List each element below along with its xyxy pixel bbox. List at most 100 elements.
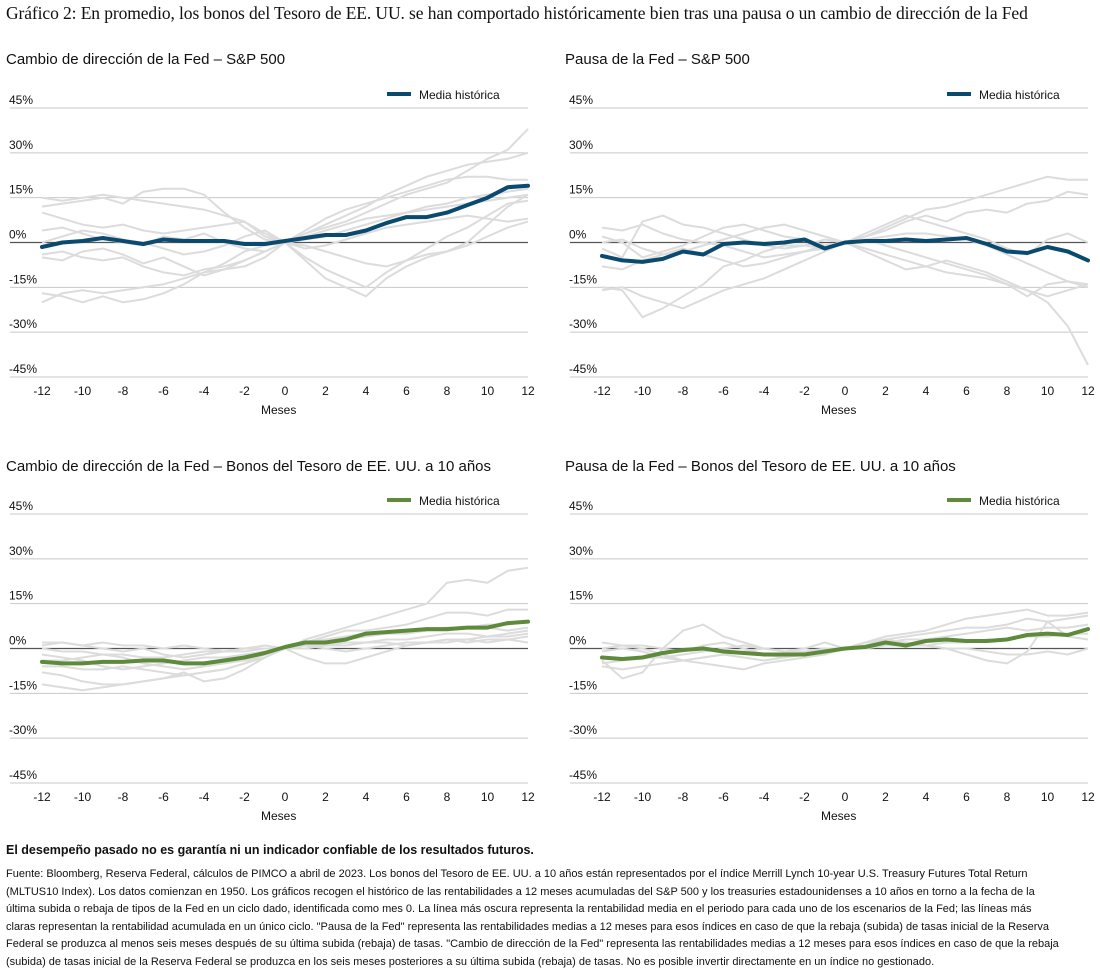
y-tick-label: -15%: [9, 678, 37, 692]
x-tick-label: 0: [842, 384, 849, 398]
x-tick-label: 6: [403, 790, 410, 804]
y-tick-label: 0%: [569, 228, 587, 242]
x-tick-label: -12: [593, 384, 611, 398]
note-line: última subida o rebaja de tipos de la Fe…: [6, 903, 1032, 916]
x-tick-label: -12: [33, 790, 51, 804]
x-tick-label: -12: [593, 790, 611, 804]
y-tick-label: -45%: [569, 768, 597, 782]
y-tick-label: -30%: [569, 723, 597, 737]
note-line: claras representan la rentabilidad acumu…: [6, 920, 1050, 933]
x-tick-label: 10: [481, 384, 495, 398]
panel-title-pause-sp500: Pausa de la Fed – S&P 500: [565, 51, 750, 68]
x-tick-label: 0: [282, 790, 289, 804]
panel-title-pivot-sp500: Cambio de dirección de la Fed – S&P 500: [6, 51, 286, 68]
y-tick-label: -15%: [569, 272, 597, 286]
x-tick-label: 8: [444, 384, 451, 398]
x-tick-label: 10: [1041, 790, 1055, 804]
y-tick-label: -30%: [9, 317, 37, 331]
legend-label: Media histórica: [979, 88, 1060, 102]
y-tick-label: 30%: [9, 138, 33, 152]
x-axis-label: Meses: [261, 403, 296, 417]
chart-pause-treasury: 45% 30% 15% 0% -15% -30% -45% -12 -10 -8 -6 -4 -2 0 2 4…: [569, 494, 1095, 823]
history-series-line: [601, 238, 1089, 310]
x-tick-label: -10: [74, 384, 92, 398]
y-tick-label: -30%: [569, 317, 597, 331]
y-tick-label: -45%: [9, 768, 37, 782]
average-series-line: [40, 619, 530, 666]
y-tick-label: 15%: [569, 183, 593, 197]
chart-pause-sp500: 45% 30% 15% 0% -15% -30% -45% -12 -10 -8 -6 -4 -2 0 2 4…: [569, 88, 1095, 417]
y-tick-label: 15%: [569, 589, 593, 603]
source-notes: Fuente: Bloomberg, Reserva Federal, cálc…: [6, 866, 1096, 972]
x-tick-label: 0: [842, 790, 849, 804]
x-tick-label: 6: [963, 384, 970, 398]
disclaimer: El desempeño pasado no es garantía ni un…: [6, 843, 534, 857]
x-tick-label: -2: [799, 790, 810, 804]
x-tick-label: 4: [923, 790, 930, 804]
y-tick-label: 15%: [9, 589, 33, 603]
y-tick-label: -15%: [9, 272, 37, 286]
chart-pivot-treasury: 45% 30% 15% 0% -15% -30% -45% -12 -10 -8 -6 -4 -2 0 2 4…: [9, 494, 535, 823]
x-axis-label: Meses: [821, 403, 856, 417]
x-tick-label: -10: [634, 384, 652, 398]
y-tick-label: 30%: [569, 544, 593, 558]
x-tick-label: 10: [1041, 384, 1055, 398]
x-tick-label: -8: [118, 384, 129, 398]
x-tick-label: 6: [403, 384, 410, 398]
y-tick-label: -45%: [569, 362, 597, 376]
y-tick-label: -15%: [569, 678, 597, 692]
x-tick-label: 2: [322, 384, 329, 398]
y-tick-label: 30%: [9, 544, 33, 558]
x-tick-label: -8: [678, 790, 689, 804]
x-tick-label: -6: [718, 384, 729, 398]
history-series-line: [601, 608, 1089, 680]
x-tick-label: -4: [199, 384, 210, 398]
chart-pivot-sp500: 45% 30% 15% 0% -15% -30% -45% -12 -10 -8 -6 -4 -2 0 2 4…: [9, 88, 535, 417]
x-tick-label: 12: [521, 384, 535, 398]
x-tick-label: 2: [882, 790, 889, 804]
y-tick-label: 15%: [9, 183, 33, 197]
x-tick-label: -6: [158, 790, 169, 804]
x-tick-label: 12: [1081, 384, 1095, 398]
x-tick-label: 4: [923, 384, 930, 398]
y-tick-label: 0%: [569, 634, 587, 648]
x-tick-label: 12: [521, 790, 535, 804]
note-line: Fuente: Bloomberg, Reserva Federal, cálc…: [6, 868, 1028, 880]
x-axis-label: Meses: [261, 809, 296, 823]
x-tick-label: -8: [678, 384, 689, 398]
average-series-line: [600, 236, 1090, 264]
x-tick-label: -12: [33, 384, 51, 398]
history-series-line: [41, 220, 529, 268]
y-tick-label: 0%: [9, 634, 27, 648]
x-tick-label: -4: [759, 384, 770, 398]
x-tick-label: -6: [718, 790, 729, 804]
history-series-line: [601, 223, 1089, 366]
average-series-line: [40, 183, 530, 249]
x-tick-label: 8: [1004, 384, 1011, 398]
x-tick-label: 2: [882, 384, 889, 398]
x-tick-label: 0: [282, 384, 289, 398]
x-tick-label: -6: [158, 384, 169, 398]
note-line: (subida) de tasas inicial de la Reserva …: [6, 955, 935, 968]
x-tick-label: 2: [322, 790, 329, 804]
y-tick-label: 45%: [9, 499, 33, 513]
y-tick-label: 45%: [569, 93, 593, 107]
x-tick-label: -4: [199, 790, 210, 804]
average-series-line: [600, 627, 1090, 661]
y-tick-label: 45%: [569, 499, 593, 513]
x-tick-label: 10: [481, 790, 495, 804]
legend-label: Media histórica: [419, 494, 500, 508]
x-tick-label: 8: [444, 790, 451, 804]
history-series-line: [41, 199, 529, 289]
panel-title-pause-treasury: Pausa de la Fed – Bonos del Tesoro de EE…: [565, 458, 956, 475]
y-tick-label: 0%: [9, 228, 27, 242]
x-tick-label: 4: [363, 384, 370, 398]
x-tick-label: 4: [363, 790, 370, 804]
x-tick-label: -10: [74, 790, 92, 804]
y-tick-label: 30%: [569, 138, 593, 152]
panel-title-pivot-treasury: Cambio de dirección de la Fed – Bonos de…: [6, 458, 492, 475]
legend-label: Media histórica: [419, 88, 500, 102]
note-line: (MLTUS10 Index). Los datos comienzan en …: [6, 885, 1035, 898]
x-tick-label: -8: [118, 790, 129, 804]
chart-main-title: Gráfico 2: En promedio, los bonos del Te…: [6, 3, 1028, 23]
